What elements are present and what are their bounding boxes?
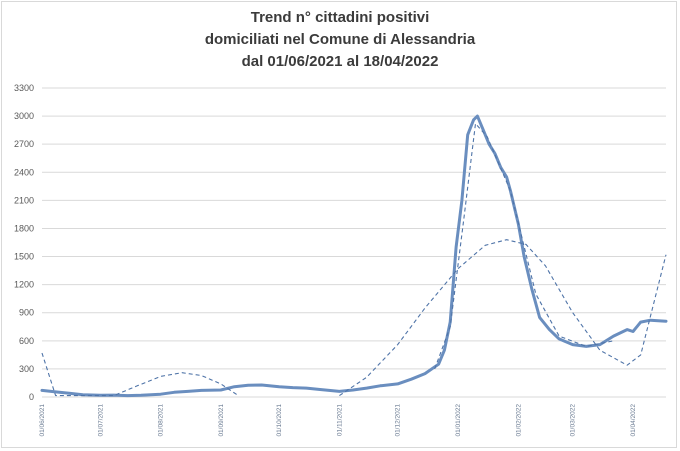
x-tick-label: 01/10/2021: [276, 404, 283, 437]
y-tick-label: 0: [29, 392, 34, 402]
x-tick-label: 01/11/2021: [336, 404, 343, 436]
x-tick-label: 01/02/2022: [515, 404, 522, 437]
x-tick-label: 01/04/2022: [630, 404, 637, 437]
y-tick-label: 2100: [14, 195, 34, 205]
trend-line-1: [41, 352, 239, 397]
x-tick-label: 01/06/2021: [39, 404, 46, 437]
y-tick-label: 2700: [14, 139, 34, 149]
y-tick-label: 900: [19, 308, 34, 318]
chart-title-line-2: domiciliati nel Comune di Alessandria: [204, 31, 476, 48]
x-tick-label: 01/08/2021: [158, 404, 165, 437]
trend-line-3: [434, 123, 614, 370]
chart-title-line-1: Trend n° cittadini positivi: [250, 9, 430, 26]
x-tick-label: 01/03/2022: [570, 404, 577, 437]
x-tick-label: 01/01/2022: [455, 404, 462, 437]
y-tick-label: 300: [19, 364, 34, 374]
y-tick-label: 600: [19, 336, 34, 346]
trend-line-2: [339, 239, 667, 397]
chart-title: Trend n° cittadini positivi domiciliati …: [0, 7, 680, 73]
y-tick-label: 1200: [14, 280, 34, 290]
y-tick-label: 3000: [14, 111, 34, 121]
x-tick-label: 01/07/2021: [97, 404, 104, 437]
y-tick-label: 2400: [14, 167, 34, 177]
y-tick-label: 1500: [14, 252, 34, 262]
y-tick-label: 1800: [14, 223, 34, 233]
x-tick-label: 01/12/2021: [395, 404, 402, 437]
y-tick-label: 3300: [14, 83, 34, 93]
x-tick-label: 01/09/2021: [218, 404, 225, 437]
data-line-positives: [40, 114, 668, 398]
chart-title-line-3: dal 01/06/2021 al 18/04/2022: [241, 53, 439, 70]
